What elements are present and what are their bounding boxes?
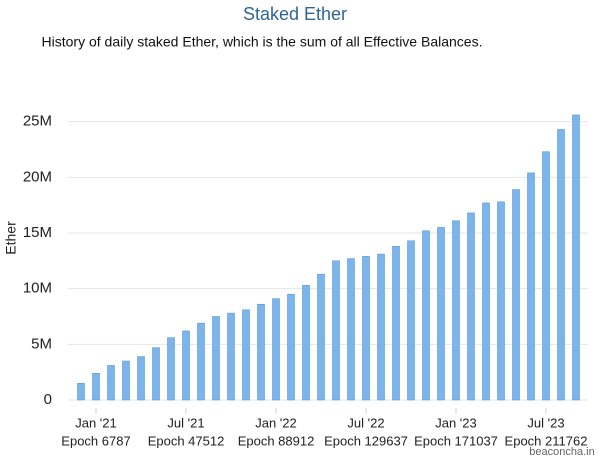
- bar: [182, 330, 190, 401]
- x-tick-label: Jul '22: [347, 415, 384, 430]
- bar: [317, 273, 325, 401]
- bar: [77, 382, 85, 401]
- y-tick-label: 20M: [23, 168, 52, 185]
- bar: [437, 227, 445, 401]
- chart-subtitle: History of daily staked Ether, which is …: [42, 34, 483, 50]
- x-tick-epoch: Epoch 129637: [324, 433, 408, 448]
- x-tick-label: Jul '21: [167, 415, 204, 430]
- y-tick-label: 10M: [23, 280, 52, 297]
- bar: [497, 201, 505, 401]
- bar: [197, 322, 205, 401]
- bar: [482, 202, 490, 401]
- bar: [212, 316, 220, 401]
- bar: [272, 298, 280, 401]
- bar: [92, 372, 100, 401]
- bar: [227, 312, 235, 401]
- bar: [542, 151, 550, 401]
- y-tick-label: 5M: [31, 335, 52, 352]
- x-tick-epoch: Epoch 211762: [505, 433, 588, 448]
- bar: [152, 347, 160, 401]
- bar: [242, 309, 250, 401]
- y-axis-label: Ether: [3, 221, 19, 255]
- x-tick-label: Jan '23: [435, 415, 477, 430]
- bar: [362, 256, 370, 401]
- bar: [572, 114, 580, 401]
- x-tick-epoch: Epoch 47512: [148, 433, 225, 448]
- bar: [302, 285, 310, 401]
- bar: [467, 212, 475, 401]
- watermark: beaconcha.in: [529, 446, 594, 458]
- bar: [512, 189, 520, 401]
- chart-title: Staked Ether: [243, 4, 347, 24]
- bar: [422, 230, 430, 401]
- bar: [407, 240, 415, 401]
- bar: [452, 220, 460, 401]
- y-tick-label: 25M: [23, 113, 52, 130]
- bar: [332, 260, 340, 401]
- y-tick-label: 15M: [23, 224, 52, 241]
- x-tick-label: Jan '22: [255, 415, 297, 430]
- x-tick-label: Jul '23: [527, 415, 564, 430]
- x-tick-epoch: Epoch 88912: [238, 433, 315, 448]
- x-tick-epoch: Epoch 6787: [61, 433, 130, 448]
- x-tick-epoch: Epoch 171037: [414, 433, 498, 448]
- bar: [257, 303, 265, 401]
- bar: [107, 365, 115, 401]
- x-tick-label: Jan '21: [75, 415, 117, 430]
- bar: [527, 172, 535, 401]
- bar: [392, 246, 400, 401]
- bar: [377, 253, 385, 401]
- bar: [137, 356, 145, 401]
- bar: [287, 293, 295, 401]
- bar: [122, 360, 130, 401]
- bar: [557, 129, 565, 401]
- bar: [347, 258, 355, 401]
- bar: [167, 337, 175, 401]
- y-tick-label: 0: [44, 391, 52, 408]
